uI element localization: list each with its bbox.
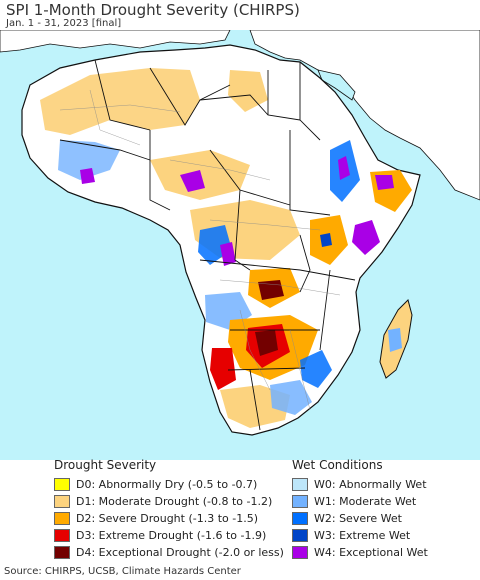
legend-label: W0: Abnormally Wet — [314, 478, 427, 491]
legend-swatch-d1 — [54, 495, 70, 508]
legend-label: D4: Exceptional Drought (-2.0 or less) — [76, 546, 284, 559]
wet-legend-title: Wet Conditions — [292, 458, 383, 472]
date-range-subtitle: Jan. 1 - 31, 2023 [final] — [6, 18, 122, 29]
legend-swatch-w0 — [292, 478, 308, 491]
legend-swatch-d0 — [54, 478, 70, 491]
legend-swatch-w2 — [292, 512, 308, 525]
legend-item-d0: D0: Abnormally Dry (-0.5 to -0.7) — [54, 476, 284, 493]
legend-label: W3: Extreme Wet — [314, 529, 411, 542]
drought-legend: D0: Abnormally Dry (-0.5 to -0.7) D1: Mod… — [54, 476, 284, 561]
drought-legend-title: Drought Severity — [54, 458, 157, 472]
map-title: SPI 1-Month Drought Severity (CHIRPS) — [6, 1, 300, 19]
legend-item-d3: D3: Extreme Drought (-1.6 to -1.9) — [54, 527, 284, 544]
wet-legend: W0: Abnormally Wet W1: Moderate Wet W2: Se… — [292, 476, 428, 561]
legend-label: D1: Moderate Drought (-0.8 to -1.2) — [76, 495, 273, 508]
legend-item-w0: W0: Abnormally Wet — [292, 476, 428, 493]
legend-item-w3: W3: Extreme Wet — [292, 527, 428, 544]
legend-item-d1: D1: Moderate Drought (-0.8 to -1.2) — [54, 493, 284, 510]
legend-swatch-w1 — [292, 495, 308, 508]
legend-label: D3: Extreme Drought (-1.6 to -1.9) — [76, 529, 267, 542]
legend-item-w2: W2: Severe Wet — [292, 510, 428, 527]
legend-item-d2: D2: Severe Drought (-1.3 to -1.5) — [54, 510, 284, 527]
legend-label: D2: Severe Drought (-1.3 to -1.5) — [76, 512, 259, 525]
legend-swatch-w3 — [292, 529, 308, 542]
legend-swatch-w4 — [292, 546, 308, 559]
legend-label: W4: Exceptional Wet — [314, 546, 428, 559]
legend-swatch-d3 — [54, 529, 70, 542]
legend-label: W1: Moderate Wet — [314, 495, 417, 508]
legend-item-d4: D4: Exceptional Drought (-2.0 or less) — [54, 544, 284, 561]
legend-swatch-d2 — [54, 512, 70, 525]
admin-borders — [59, 89, 341, 411]
outside-land — [0, 30, 480, 201]
legend-label: D0: Abnormally Dry (-0.5 to -0.7) — [76, 478, 258, 491]
legend-item-w1: W1: Moderate Wet — [292, 493, 428, 510]
legend-item-w4: W4: Exceptional Wet — [292, 544, 428, 561]
legend-swatch-d4 — [54, 546, 70, 559]
country-borders — [59, 59, 356, 431]
legend-label: W2: Severe Wet — [314, 512, 402, 525]
africa-drought-map — [0, 30, 480, 460]
source-credit: Source: CHIRPS, UCSB, Climate Hazards Ce… — [4, 566, 241, 577]
